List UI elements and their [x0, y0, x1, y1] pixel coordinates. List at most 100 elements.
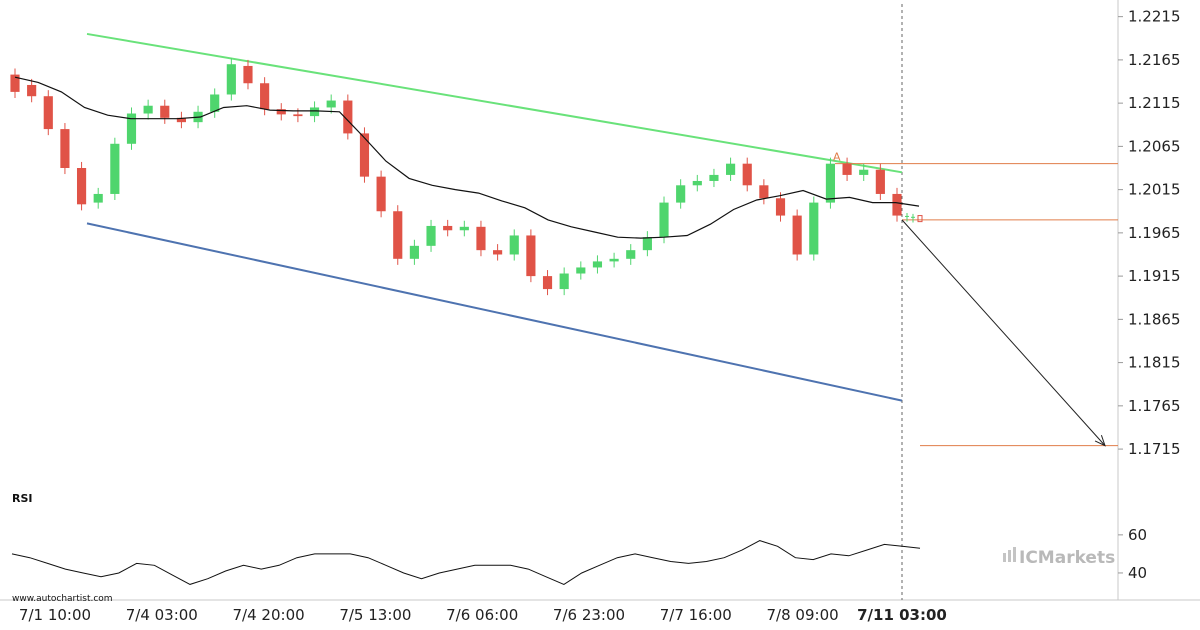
candle-body	[10, 74, 20, 92]
candle-body	[93, 193, 103, 203]
candle-body	[493, 250, 503, 255]
candle-body	[775, 198, 786, 216]
time-tick-label: 7/7 16:00	[660, 606, 732, 624]
price-axis: 1.2215 1.2165 1.2115 1.2065 1.2015 1.1965 1.19…	[1118, 8, 1181, 458]
candle-body	[726, 163, 736, 175]
candle-body	[176, 117, 186, 123]
candle-body	[676, 185, 686, 203]
watermark-text: www.autochartist.com	[12, 594, 113, 604]
price-tick-label: 1.2015	[1128, 181, 1181, 199]
rsi-panel: 60 40	[11, 526, 1147, 585]
candle-body	[143, 105, 153, 114]
brand-name: ICMarkets	[1019, 548, 1115, 568]
candle-body	[659, 202, 669, 238]
candle-body	[592, 261, 603, 268]
candle-body	[210, 94, 220, 112]
candle-body	[526, 235, 536, 277]
candle-body	[426, 225, 436, 246]
candle-body	[160, 105, 170, 118]
price-tick-label: 1.2065	[1128, 137, 1181, 155]
rsi-line	[11, 540, 921, 585]
rsi-tick-label: 40	[1128, 564, 1147, 582]
candle-body	[692, 180, 702, 186]
trend-channel	[86, 32, 903, 402]
price-tick-label: 1.1765	[1128, 397, 1181, 415]
moving-average	[14, 76, 920, 239]
candle-body	[326, 100, 336, 108]
candle-body	[443, 225, 453, 231]
time-tick-label: 7/5 13:00	[339, 606, 411, 624]
candle-body	[476, 226, 486, 251]
forecast-arrowhead	[1094, 435, 1106, 447]
candle-body	[609, 258, 619, 262]
candle-body	[759, 185, 769, 199]
candle-body	[642, 237, 652, 251]
candle-body	[842, 163, 852, 175]
candle-body	[742, 163, 752, 186]
price-tick-label: 1.2215	[1128, 8, 1181, 26]
candle-body	[459, 226, 469, 231]
candle-body	[792, 215, 802, 255]
candle-body	[376, 176, 386, 212]
brand-bar-icon	[1003, 553, 1006, 562]
candle-body	[559, 273, 569, 290]
brand-bar-icon	[1013, 547, 1016, 562]
candle-body	[626, 250, 636, 259]
candle-body	[359, 133, 370, 177]
price-levels: A	[833, 151, 1118, 447]
candle-body	[276, 109, 286, 115]
time-tick-label: 7/11 03:00	[857, 606, 947, 624]
candle-body	[27, 84, 37, 97]
candle-body	[576, 267, 586, 274]
price-tick-label: 1.2115	[1128, 94, 1181, 112]
time-tick-label: 7/1 10:00	[19, 606, 91, 624]
candle-body	[226, 64, 236, 95]
candle-body	[309, 107, 320, 117]
brand-bar-icon	[1008, 550, 1011, 562]
candle-body	[509, 235, 519, 255]
candle-body	[917, 215, 923, 223]
candle-body	[110, 143, 120, 194]
price-tick-label: 1.1965	[1128, 224, 1181, 242]
candle-body	[260, 83, 270, 110]
brand-logo: ICMarkets	[1003, 547, 1115, 568]
price-tick-label: 1.1715	[1128, 440, 1181, 458]
price-tick-label: 1.1915	[1128, 267, 1181, 285]
channel-lower-line	[86, 222, 903, 402]
candle-body	[126, 113, 137, 144]
forecast-arrow	[901, 219, 1106, 447]
candle-body	[409, 245, 419, 259]
moving-average-line	[14, 76, 920, 239]
candle-body	[892, 193, 902, 216]
panel-dividers	[0, 0, 1200, 601]
candle-body	[542, 276, 553, 290]
candle-body	[243, 65, 253, 84]
candle-body	[709, 174, 719, 181]
candle-body	[393, 211, 403, 259]
candle-body	[875, 169, 885, 194]
channel-upper-line	[86, 32, 903, 174]
candle-body	[825, 163, 836, 203]
time-tick-label: 7/4 20:00	[233, 606, 305, 624]
candle-body	[76, 168, 87, 205]
forecast-line	[901, 219, 1106, 446]
time-axis: 7/1 10:00 7/4 03:00 7/4 20:00 7/5 13:00 7/6 …	[19, 606, 947, 624]
time-tick-label: 7/6 06:00	[446, 606, 518, 624]
rsi-tick-label: 60	[1128, 526, 1147, 544]
candle-body	[293, 114, 303, 117]
candle-body	[343, 100, 353, 134]
candlesticks	[10, 58, 923, 296]
time-tick-label: 7/4 03:00	[126, 606, 198, 624]
pattern-point-label: A	[833, 151, 841, 164]
price-tick-label: 1.1815	[1128, 354, 1181, 372]
rsi-label: RSI	[12, 492, 33, 505]
price-tick-label: 1.2165	[1128, 51, 1181, 69]
candle-body	[809, 202, 819, 255]
candle-body	[60, 129, 70, 168]
time-tick-label: 7/8 09:00	[767, 606, 839, 624]
time-tick-label: 7/6 23:00	[553, 606, 625, 624]
candle-body	[43, 96, 53, 130]
price-tick-label: 1.1865	[1128, 310, 1181, 328]
candle-body	[859, 169, 869, 175]
